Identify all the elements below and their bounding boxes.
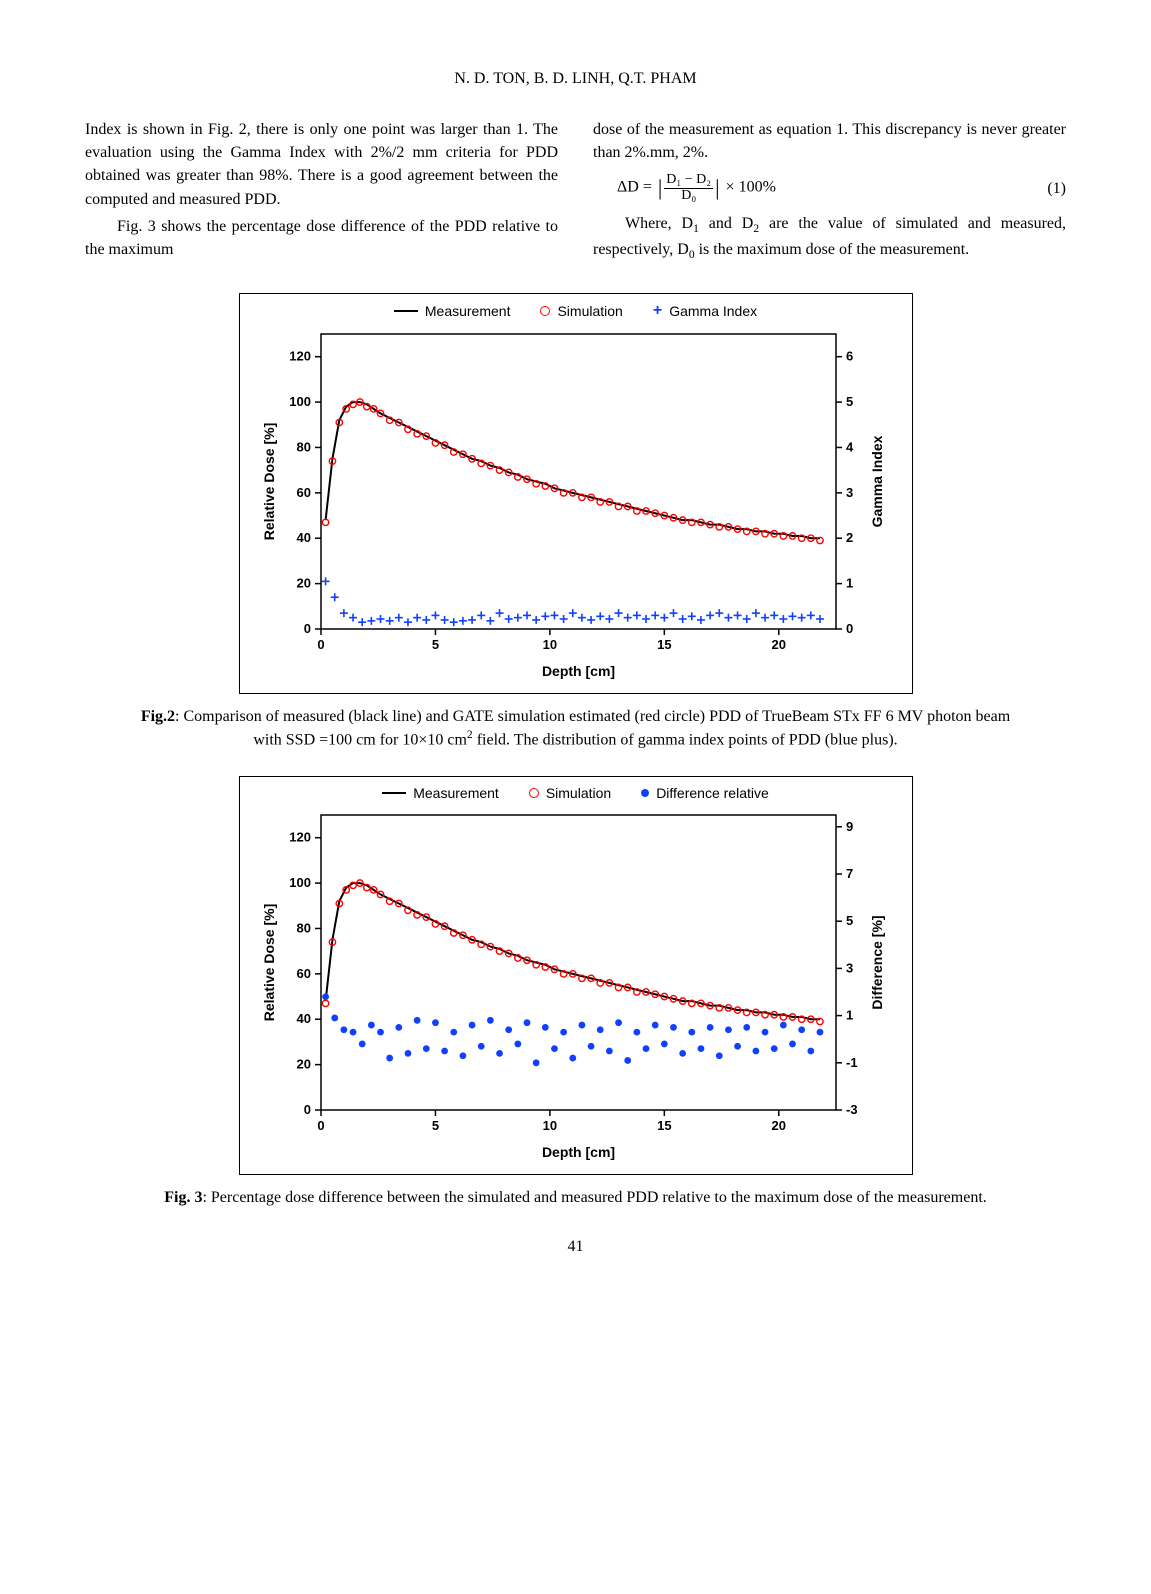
legend-gamma: Gamma Index [669,303,757,319]
svg-text:Depth [cm]: Depth [cm] [541,1144,614,1160]
svg-text:5: 5 [431,637,438,652]
fig2-legend: Measurement Simulation + Gamma Index [256,302,896,320]
eq-number: (1) [1047,177,1066,200]
svg-text:40: 40 [296,1011,310,1026]
svg-text:80: 80 [296,920,310,935]
svg-text:4: 4 [846,439,854,454]
svg-text:2: 2 [846,530,853,545]
svg-text:5: 5 [846,394,853,409]
svg-text:0: 0 [303,621,310,636]
caption-rest2: field. The distribution of gamma index p… [473,731,898,748]
svg-text:5: 5 [431,1118,438,1133]
circle-icon [540,306,550,316]
body-columns: Index is shown in Fig. 2, there is only … [85,118,1066,268]
fig3-chart: 0 5 10 15 20 0 20 40 60 80 100 120 -3 -1 1 3 5 7 9 Depth [c… [256,805,896,1165]
legend-diff: Difference relative [656,785,769,801]
svg-text:20: 20 [771,1118,785,1133]
svg-text:20: 20 [296,576,310,591]
svg-text:15: 15 [657,637,671,652]
svg-text:Relative Dose [%]: Relative Dose [%] [261,903,277,1020]
equation-1: ΔD = |D₁ − D₂D₀| × 100% (1) [593,172,1066,204]
t: and D [699,215,753,232]
svg-text:Depth [cm]: Depth [cm] [541,663,614,679]
svg-text:0: 0 [317,637,324,652]
right-column: dose of the measurement as equation 1. T… [593,118,1066,268]
fig3-legend: Measurement Simulation Difference relati… [256,785,896,801]
svg-text:9: 9 [846,818,853,833]
fig3-caption: Fig. 3: Percentage dose difference betwe… [136,1187,1016,1209]
page-number: 41 [85,1238,1066,1256]
svg-text:15: 15 [657,1118,671,1133]
svg-text:10: 10 [542,1118,556,1133]
svg-text:100: 100 [289,875,311,890]
legend-measurement: Measurement [413,785,499,801]
svg-text:3: 3 [846,960,853,975]
svg-text:7: 7 [846,866,853,881]
svg-text:100: 100 [289,394,311,409]
legend-simulation: Simulation [557,303,622,319]
svg-text:20: 20 [296,1056,310,1071]
svg-text:0: 0 [303,1102,310,1117]
svg-text:1: 1 [846,576,853,591]
figure-3: Measurement Simulation Difference relati… [85,776,1066,1175]
svg-text:-3: -3 [846,1102,858,1117]
svg-text:Gamma Index: Gamma Index [869,435,885,527]
line-icon [382,792,406,794]
left-para-2: Fig. 3 shows the percentage dose differe… [85,215,558,261]
svg-text:Relative Dose [%]: Relative Dose [%] [261,423,277,540]
caption-bold: Fig. 3 [164,1189,202,1206]
figure-2: Measurement Simulation +Gamma Index 0510… [85,293,1066,694]
svg-text:60: 60 [296,485,310,500]
svg-text:10: 10 [542,637,556,652]
svg-text:0: 0 [317,1118,324,1133]
svg-text:6: 6 [846,349,853,364]
eq-lhs: ΔD = [617,179,656,196]
svg-text:-1: -1 [846,1054,858,1069]
eq-den: D₀ [664,189,713,204]
legend-simulation: Simulation [546,785,611,801]
header-authors: N. D. TON, B. D. LINH, Q.T. PHAM [85,70,1066,88]
plus-icon: + [653,302,662,320]
circle-icon [529,788,539,798]
legend-measurement: Measurement [425,303,511,319]
svg-text:80: 80 [296,439,310,454]
svg-text:20: 20 [771,637,785,652]
caption-rest: : Percentage dose difference between the… [202,1189,986,1206]
t: Where, D [625,215,693,232]
svg-text:40: 40 [296,530,310,545]
svg-text:1: 1 [846,1007,853,1022]
svg-text:0: 0 [846,621,853,636]
svg-text:Difference [%]: Difference [%] [869,915,885,1009]
svg-text:60: 60 [296,965,310,980]
caption-bold: Fig.2 [141,708,175,725]
line-icon [394,310,418,312]
left-para-1: Index is shown in Fig. 2, there is only … [85,118,558,211]
eq-rhs: × 100% [722,179,776,196]
t: is the maximum dose of the measurement. [695,241,970,258]
right-para-2: Where, D1 and D2 are the value of simula… [593,212,1066,264]
right-para-1: dose of the measurement as equation 1. T… [593,118,1066,164]
svg-text:120: 120 [289,829,311,844]
svg-text:120: 120 [289,349,311,364]
dot-icon [641,789,649,797]
fig2-chart: 0 5 10 15 20 0 20 40 60 80 100 120 0 1 2 3 4 5 6 Depth [cm]… [256,324,896,684]
left-column: Index is shown in Fig. 2, there is only … [85,118,558,268]
svg-text:5: 5 [846,913,853,928]
eq-num: D₁ − D₂ [664,173,713,189]
fig2-caption: Fig.2: Comparison of measured (black lin… [136,706,1016,751]
svg-text:3: 3 [846,485,853,500]
